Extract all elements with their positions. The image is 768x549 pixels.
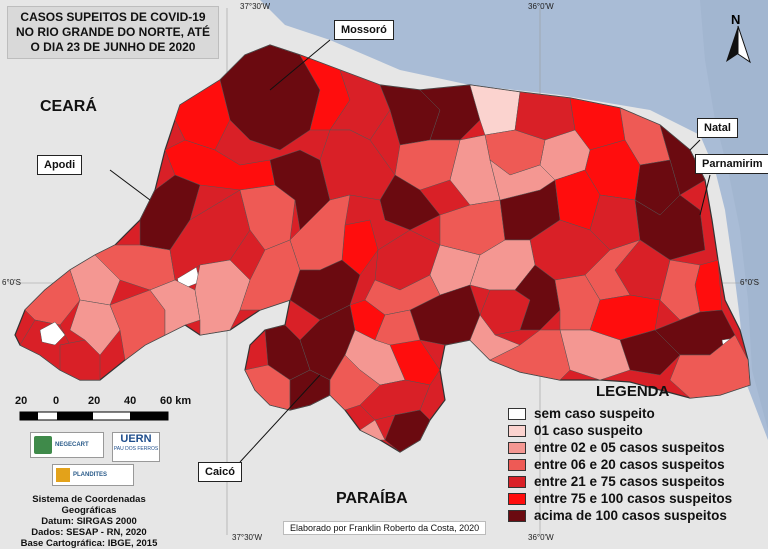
scale-label: 0 (53, 395, 60, 407)
legend-swatch (508, 458, 526, 471)
map-info: Sistema de Coordenadas Geográficas Datum… (4, 494, 174, 549)
legend-label: acima de 100 casos suspeitos (534, 508, 727, 523)
legend-label: sem caso suspeito (534, 406, 655, 421)
north-label: N (731, 12, 741, 27)
map-title: CASOS SUPEITOS DE COVID-19 NO RIO GRANDE… (7, 6, 219, 59)
map-credit: Elaborado por Franklin Roberto da Costa,… (283, 521, 487, 535)
coord-top-right: 36°0'W (528, 2, 554, 11)
scale-label: 60 km (160, 395, 192, 407)
legend-swatch (508, 441, 526, 454)
scale-label: 40 (124, 395, 137, 407)
legend-item: sem caso suspeito (508, 405, 732, 422)
legend-title: LEGENDA (596, 383, 670, 400)
coord-top-left: 37°30'W (240, 2, 271, 11)
coord-left-lat: 6°0'S (2, 278, 21, 287)
legend: sem caso suspeito 01 caso suspeito entre… (508, 405, 732, 524)
info-line: Sistema de Coordenadas Geográficas (32, 494, 146, 516)
legend-label: entre 21 e 75 casos suspeitos (534, 474, 725, 489)
negecart-logo: NEGECART (30, 432, 104, 458)
legend-label: entre 75 e 100 casos suspeitos (534, 491, 733, 506)
region-paraiba: PARAÍBA (336, 490, 408, 507)
info-line: Datum: SIRGAS 2000 (41, 516, 137, 527)
north-arrow-icon (726, 25, 751, 64)
info-line: Base Cartográfica: IBGE, 2015 (20, 538, 158, 549)
plandites-emblem-icon (56, 468, 70, 482)
legend-swatch (508, 475, 526, 488)
negecart-emblem-icon (34, 436, 52, 454)
plandites-name: PLANDITES (73, 472, 108, 478)
coord-bottom-right: 36°0'W (528, 533, 554, 542)
info-line: Dados: SESAP - RN, 2020 (31, 527, 147, 538)
ocean-shelf (700, 0, 768, 430)
legend-item: entre 02 e 05 casos suspeitos (508, 439, 732, 456)
legend-item: acima de 100 casos suspeitos (508, 507, 732, 524)
legend-swatch (508, 424, 526, 437)
legend-swatch (508, 492, 526, 505)
plandites-logo: PLANDITES (52, 464, 134, 486)
leader-lines (109, 39, 711, 463)
legend-swatch (508, 407, 526, 420)
legend-item: entre 06 e 20 casos suspeitos (508, 456, 732, 473)
callout-parnamirim: Parnamirim (695, 154, 768, 174)
callout-apodi: Apodi (37, 155, 83, 175)
legend-label: entre 06 e 20 casos suspeitos (534, 457, 725, 472)
uern-logo: UERN PAU DOS FERROS (112, 432, 160, 462)
scale-label: 20 (88, 395, 101, 407)
legend-swatch (508, 509, 526, 522)
callout-natal: Natal (697, 118, 738, 138)
scale-labels: 20 0 20 40 60 km (12, 395, 197, 423)
legend-label: entre 02 e 05 casos suspeitos (534, 440, 725, 455)
negecart-name: NEGECART (55, 442, 89, 448)
legend-item: entre 21 e 75 casos suspeitos (508, 473, 732, 490)
coord-bottom-left: 37°30'W (232, 533, 263, 542)
uern-name: UERN (120, 433, 152, 445)
callout-mossoro: Mossoró (334, 20, 394, 40)
region-ceara: CEARÁ (40, 98, 97, 115)
legend-label: 01 caso suspeito (534, 423, 643, 438)
legend-item: 01 caso suspeito (508, 422, 732, 439)
legend-item: entre 75 e 100 casos suspeitos (508, 490, 732, 507)
municipalities (19, 44, 751, 453)
callout-caico: Caicó (198, 462, 242, 482)
scale-bar (19, 411, 169, 421)
scale-label: 20 (15, 395, 28, 407)
uern-campus: PAU DOS FERROS (113, 446, 159, 452)
coord-right-lat: 6°0'S (740, 278, 759, 287)
